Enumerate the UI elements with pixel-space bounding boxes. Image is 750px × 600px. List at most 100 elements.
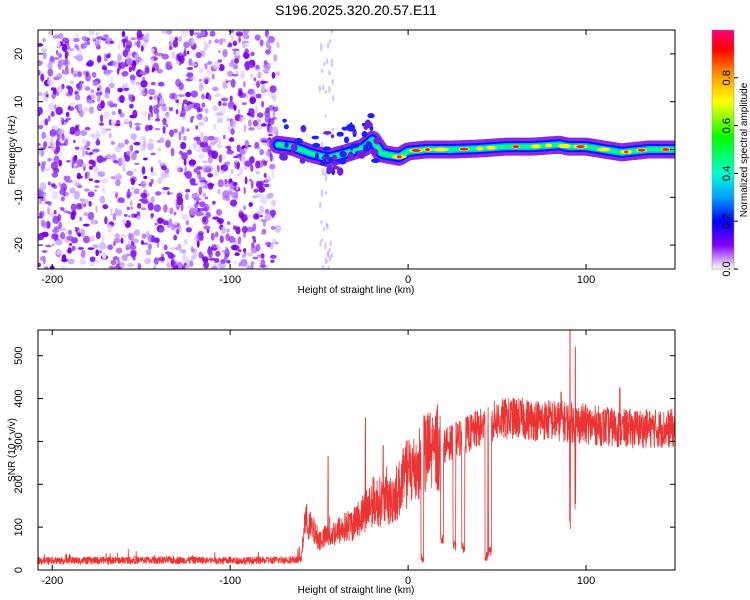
spectrogram-noise-cell — [56, 73, 63, 80]
spectrogram-noise-cell — [38, 106, 43, 115]
spectrogram-noise-cell — [74, 226, 78, 232]
spectrogram-noise-cell — [234, 260, 237, 265]
spectrogram-noise-cell — [101, 252, 107, 260]
spectrogram-track-fragment — [339, 151, 347, 158]
spectrogram-noise-cell — [217, 189, 221, 195]
spectrogram-track-fragment — [311, 135, 320, 140]
spectrogram-x-axis: -200 -100 0 100 — [41, 30, 595, 286]
spectrogram-noise-cell — [82, 235, 91, 244]
spectrogram-noise-cell — [238, 166, 244, 174]
spectrogram-noise-cell — [133, 168, 138, 172]
spectrogram-noise-cell — [52, 34, 60, 39]
spectrogram-noise-cell — [207, 145, 212, 153]
spectrogram-noise-cell — [233, 50, 236, 56]
spectrogram-noise-cell — [233, 63, 239, 70]
spectrogram-noise-cell — [57, 213, 62, 222]
spectrogram-noise-cell — [55, 239, 63, 246]
spectrogram-noise-cell — [118, 62, 122, 71]
spectrogram-noise-cell — [256, 119, 262, 123]
spectrogram-noise-cell — [250, 261, 254, 269]
spectrogram-noise-cell — [239, 149, 246, 155]
spectrogram-noise-cell — [84, 172, 88, 180]
spectrogram-noise-cell — [126, 206, 130, 210]
spectrogram-noise-cell — [117, 142, 125, 148]
spectrogram-noise-cell — [88, 30, 95, 36]
spectrogram-noise-cell — [267, 133, 273, 137]
spectrogram-noise-cell — [269, 153, 273, 162]
spectrogram-noise-cell — [320, 188, 324, 198]
spectrogram-noise-cell — [208, 39, 212, 45]
spectrogram-noise-cell — [185, 188, 191, 193]
spectrogram-track-fragment — [347, 151, 354, 161]
spectrogram-noise-cell — [170, 223, 175, 231]
spectrogram-noise-cell — [128, 215, 131, 218]
spectrogram-noise-cell — [83, 165, 86, 172]
spectrogram-noise-cell — [132, 238, 139, 244]
spectrogram-noise-cell — [180, 108, 186, 117]
spectrogram-noise-cell — [69, 126, 76, 135]
spectrogram-noise-cell — [243, 186, 246, 195]
spectrogram-noise-cell — [50, 137, 54, 143]
spectrogram-noise-cell — [39, 256, 46, 262]
spectrogram-track-fragment — [336, 131, 344, 137]
spectrogram-noise-cell — [196, 34, 203, 39]
spectrogram-noise-cell — [129, 176, 137, 183]
spectrogram-noise-cell — [67, 105, 71, 110]
spectrogram-track-fragment — [284, 142, 289, 148]
spectrogram-noise-cell — [165, 123, 169, 128]
spectrogram-noise-cell — [243, 205, 246, 210]
spectrogram-noise-cell — [212, 86, 219, 92]
spectrogram-noise-cell — [226, 259, 231, 264]
spectrogram-track-fragment — [282, 118, 287, 123]
spectrogram-noise-cell — [178, 82, 184, 91]
spectrogram-noise-cell — [181, 213, 189, 220]
spectrogram-noise-cell — [237, 109, 241, 114]
spectrogram-noise-cell — [197, 231, 204, 236]
spectrogram-noise-cell — [184, 193, 189, 201]
spectrogram-noise-cell — [107, 62, 113, 66]
spectrogram-noise-cell — [116, 209, 123, 217]
spectrogram-noise-cell — [260, 253, 265, 259]
spectrogram-noise-cell — [272, 238, 277, 245]
spectrogram-noise-cell — [177, 94, 186, 98]
spectrogram-noise-cell — [240, 154, 246, 163]
spectrogram-noise-cell — [130, 232, 134, 242]
spectrogram-noise-cell — [73, 73, 79, 77]
spectrogram-noise-cell — [112, 256, 119, 261]
spectrogram-noise-cell — [256, 80, 260, 88]
spectrogram-noise-cell — [60, 265, 67, 269]
spectrogram-noise-cell — [87, 211, 95, 221]
spectrogram-noise-cell — [249, 88, 256, 98]
spectrogram-noise-cell — [56, 250, 62, 256]
spectrogram-noise-cell — [133, 229, 141, 237]
spectrogram-noise-cell — [100, 157, 107, 162]
spectrogram-noise-cell — [159, 137, 165, 144]
spectrogram-noise-cell — [74, 94, 81, 101]
spectrogram-noise-cell — [183, 135, 187, 141]
spectrogram-noise-cell — [188, 159, 197, 166]
spectrogram-noise-cell — [242, 42, 250, 48]
spectrogram-noise-cell — [48, 61, 53, 65]
spectrogram-noise-cell — [324, 176, 328, 181]
spectrogram-noise-cell — [261, 83, 265, 89]
spectrogram-noise-cell — [189, 178, 196, 185]
spectrogram-noise-cell — [134, 150, 140, 154]
spectrogram-noise-cell — [85, 61, 93, 67]
spectrogram-noise-cell — [57, 59, 66, 67]
spectrogram-noise-cell — [152, 264, 157, 269]
spectrogram-noise-cell — [160, 172, 167, 180]
spectrogram-track-fragment — [373, 136, 381, 145]
spectrogram-noise-cell — [246, 226, 254, 233]
spectrogram-noise-cell — [271, 71, 276, 79]
spectrogram-noise-cell — [236, 144, 241, 153]
spectrogram-noise-cell — [121, 30, 126, 38]
spectrogram-track-fragment — [283, 124, 289, 130]
spectrogram-noise-cell — [123, 213, 128, 217]
spectrogram-noise-cell — [51, 172, 59, 178]
spectrogram-noise-cell — [144, 124, 150, 132]
spectrogram-noise-cell — [142, 139, 147, 148]
spectrogram-noise-cell — [106, 224, 113, 233]
spectrogram-noise-cell — [74, 146, 80, 150]
spectrogram-noise-cell — [40, 219, 46, 227]
spectrogram-noise-cell — [157, 177, 163, 184]
